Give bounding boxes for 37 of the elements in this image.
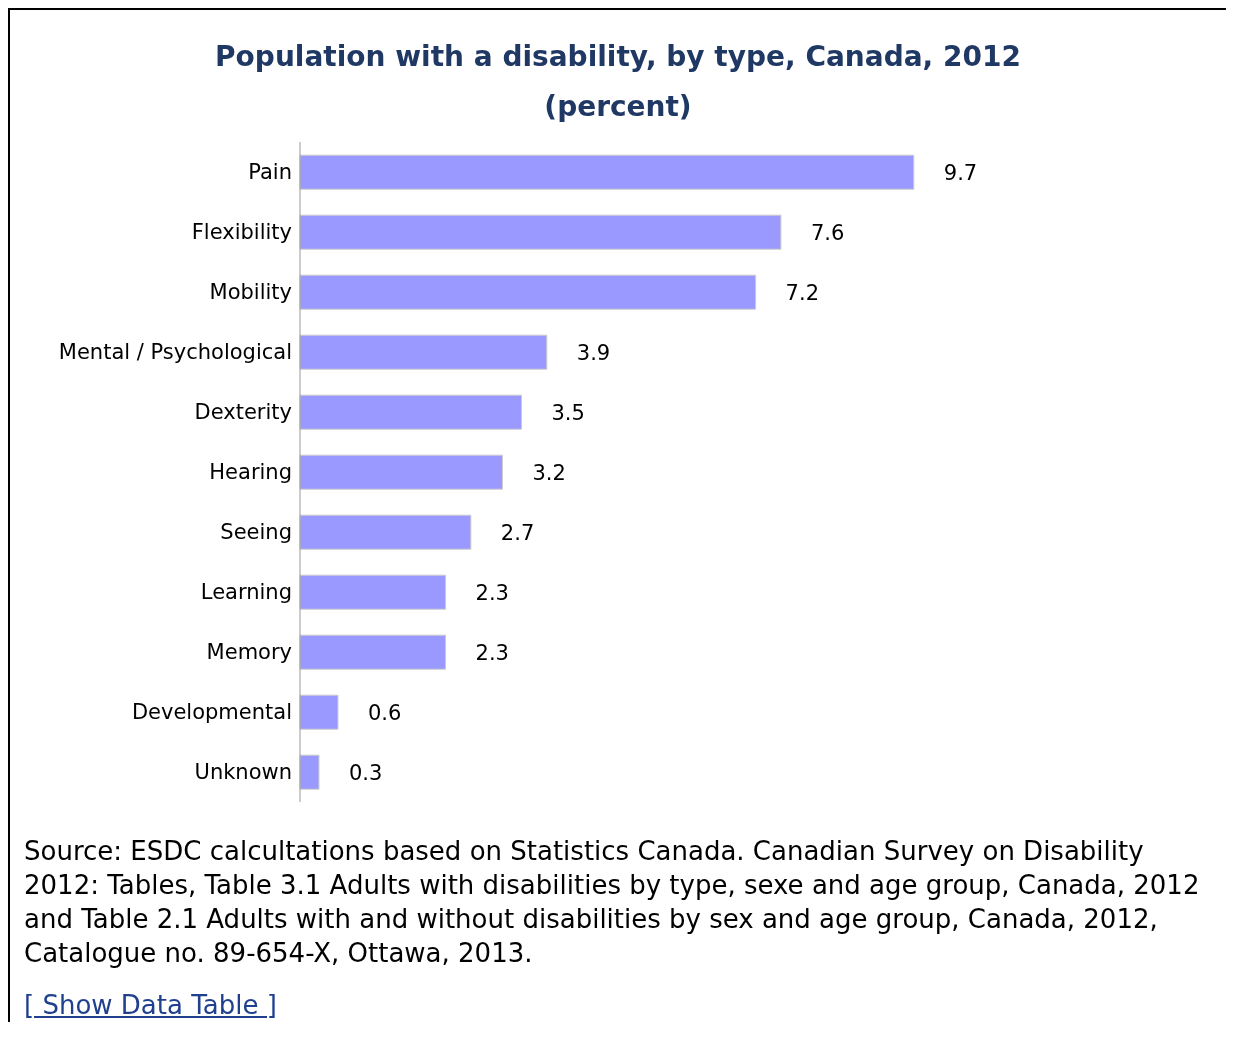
bar — [299, 634, 447, 670]
bar — [299, 214, 782, 250]
data-label: 0.6 — [367, 700, 402, 725]
y-tick-label: Mobility — [209, 280, 292, 305]
bar — [299, 514, 472, 550]
data-label: 0.3 — [348, 760, 383, 785]
data-label: 2.3 — [475, 580, 509, 605]
bar — [299, 754, 320, 790]
y-tick-label: Unknown — [194, 760, 292, 785]
data-label: 3.5 — [551, 400, 585, 425]
bar — [299, 274, 757, 310]
data-label: 3.2 — [532, 460, 566, 485]
text: [ Show Data Table ] — [23, 989, 278, 1022]
data-label: 3.9 — [576, 340, 611, 365]
y-tick-label: Dexterity — [194, 400, 292, 425]
y-tick-label: Memory — [206, 640, 292, 665]
bar — [299, 394, 522, 430]
bar — [299, 574, 447, 610]
y-tick-label: Pain — [248, 160, 292, 185]
y-tick-label: Seeing — [220, 520, 292, 545]
data-label: 9.7 — [943, 160, 978, 185]
bar — [299, 154, 915, 190]
y-tick-label: Hearing — [209, 460, 292, 485]
chart-title: Population with a disability, by type, Canada, 2012 — [214, 39, 1022, 75]
y-tick-label: Flexibility — [191, 220, 292, 245]
source-note: Source: ESDC calcultations based on Statistics Canada. Canadian Survey on Disability 2012: Tables, Table 3.1 Adults with disabilities by type, sexe and age group, Canada, 2012 and Table 2.1 Adults with and without disabilities by sex and age group, Canada, 2012, Catalogue no. 89-654-X, Ottawa, 2013. — [23, 835, 1201, 970]
bar — [299, 334, 548, 370]
y-tick-label: Learning — [200, 580, 292, 605]
data-label: 7.2 — [785, 280, 820, 305]
y-tick-label: Mental / Psychological — [58, 340, 292, 365]
data-label: 2.3 — [475, 640, 509, 665]
data-label: 7.6 — [810, 220, 845, 245]
data-label: 2.7 — [500, 520, 535, 545]
chart-subtitle: (percent) — [543, 89, 693, 125]
bar — [299, 454, 503, 490]
y-tick-label: Developmental — [131, 700, 292, 725]
bar — [299, 694, 339, 730]
